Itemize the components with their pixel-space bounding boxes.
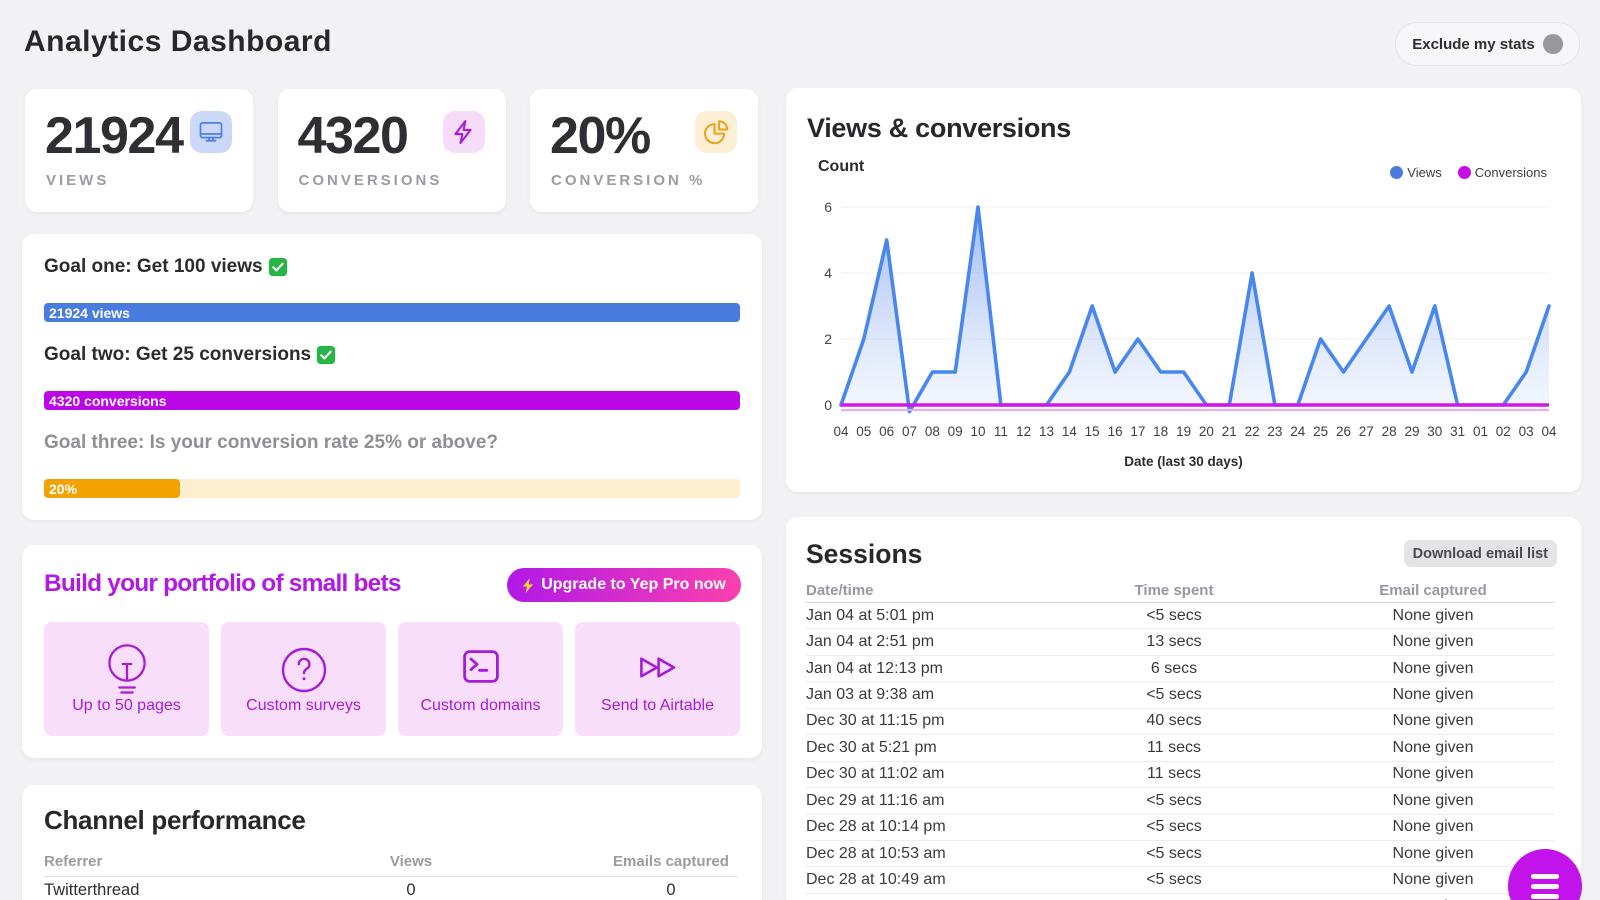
svg-text:26: 26: [1336, 424, 1351, 439]
svg-text:23: 23: [1267, 424, 1282, 439]
svg-text:20: 20: [1199, 424, 1214, 439]
svg-text:0: 0: [824, 397, 832, 413]
svg-text:31: 31: [1450, 424, 1465, 439]
svg-text:13: 13: [1039, 424, 1054, 439]
svg-text:18: 18: [1153, 424, 1168, 439]
svg-text:24: 24: [1290, 424, 1306, 439]
svg-text:06: 06: [879, 424, 894, 439]
svg-text:08: 08: [925, 424, 940, 439]
svg-text:11: 11: [994, 424, 1008, 439]
svg-text:28: 28: [1382, 424, 1397, 439]
svg-text:02: 02: [1496, 424, 1511, 439]
svg-text:04: 04: [1541, 424, 1557, 439]
svg-text:30: 30: [1427, 424, 1442, 439]
svg-text:05: 05: [856, 424, 871, 439]
svg-text:09: 09: [948, 424, 963, 439]
svg-text:16: 16: [1108, 424, 1123, 439]
svg-text:12: 12: [1016, 424, 1031, 439]
svg-text:01: 01: [1473, 424, 1488, 439]
svg-text:4: 4: [824, 265, 832, 281]
svg-text:04: 04: [833, 424, 849, 439]
svg-text:2: 2: [824, 331, 832, 347]
svg-text:17: 17: [1130, 424, 1145, 439]
svg-text:21: 21: [1222, 424, 1237, 439]
svg-text:22: 22: [1245, 424, 1260, 439]
svg-text:03: 03: [1519, 424, 1534, 439]
svg-text:19: 19: [1176, 424, 1191, 439]
svg-text:25: 25: [1313, 424, 1328, 439]
svg-text:6: 6: [824, 199, 832, 215]
svg-text:15: 15: [1085, 424, 1100, 439]
svg-text:10: 10: [970, 424, 985, 439]
svg-text:07: 07: [902, 424, 917, 439]
svg-text:14: 14: [1062, 424, 1078, 439]
svg-text:27: 27: [1359, 424, 1374, 439]
svg-text:29: 29: [1404, 424, 1419, 439]
